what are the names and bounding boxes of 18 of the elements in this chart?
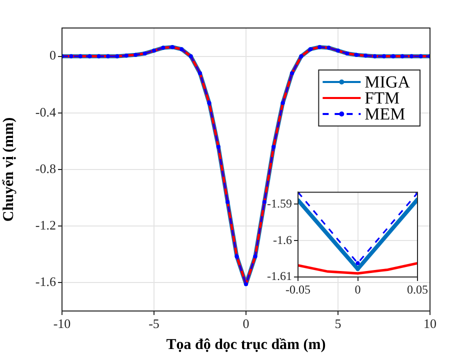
x-tick-label: 5 (334, 316, 342, 332)
y-tick-label: -1.59 (267, 196, 292, 210)
x-tick-label: 10 (424, 316, 436, 332)
y-tick-label: -0.4 (35, 104, 56, 120)
y-tick-label: -1.61 (267, 269, 292, 284)
y-tick-label: -1.6 (273, 232, 292, 247)
y-axis-title: Chuyển vị (mm) (0, 117, 17, 222)
x-tick-label: 0 (242, 316, 250, 332)
y-tick-label: 0 (50, 48, 56, 63)
x-tick-label: -5 (148, 316, 160, 332)
x-tick-label: 0.05 (407, 282, 428, 296)
x-axis-title: Tọa độ dọc trục dầm (m) (166, 336, 326, 353)
y-tick-label: -0.8 (35, 160, 56, 176)
x-tick-label: -0.05 (286, 282, 310, 296)
x-tick-label: -10 (53, 316, 71, 332)
y-tick-label: -1.6 (35, 274, 56, 290)
y-tick-label: -1.2 (35, 218, 56, 233)
x-tick-label: 0 (354, 282, 361, 296)
